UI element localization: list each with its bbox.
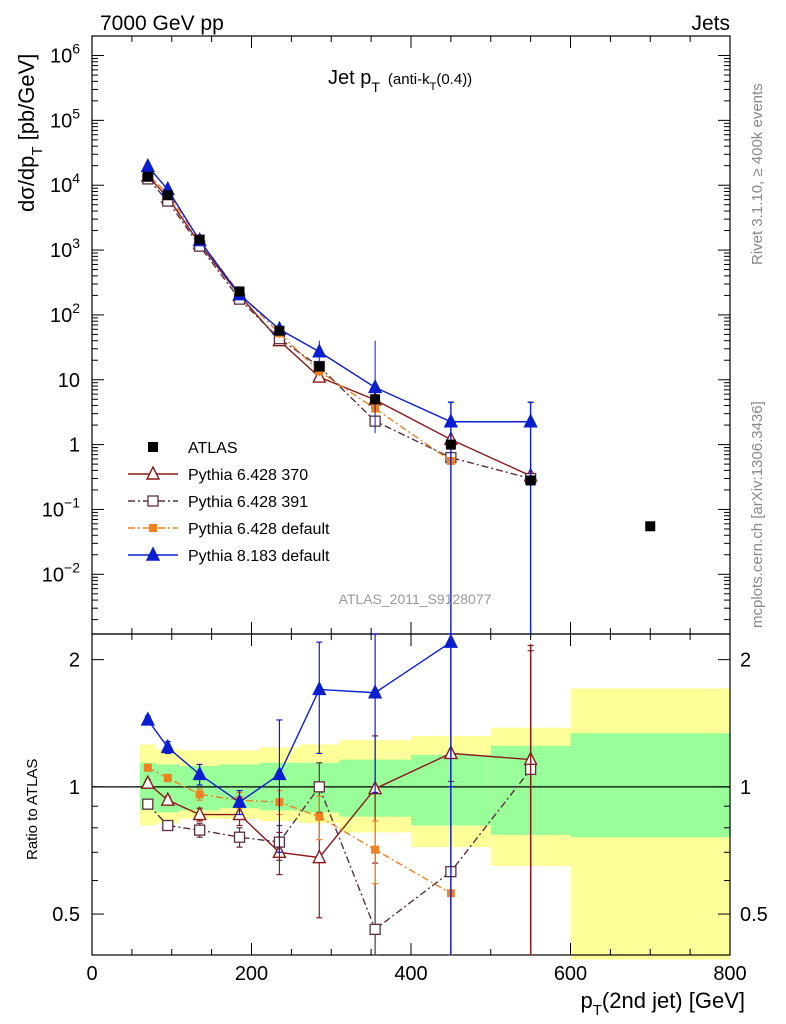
header-right: Jets bbox=[691, 12, 730, 35]
y-tick-label: 103 bbox=[50, 235, 80, 262]
atlas-series bbox=[142, 171, 656, 532]
mcplots-label: mcplots.cern.ch [arXiv:1306.3436] bbox=[749, 401, 766, 628]
ratio-line-1 bbox=[147, 768, 532, 931]
band-green-1 bbox=[155, 764, 180, 813]
ratio-point-3 bbox=[232, 793, 247, 808]
ratio-point-2 bbox=[163, 773, 172, 782]
atlas-point bbox=[234, 286, 245, 297]
ratio-bands bbox=[139, 688, 730, 960]
y-tick-label: 105 bbox=[50, 105, 80, 132]
ratio-y-label: Ratio to ATLAS bbox=[24, 759, 41, 860]
series-line-0 bbox=[147, 175, 531, 477]
ratio-point-2 bbox=[143, 763, 152, 772]
ratio-point-0 bbox=[312, 849, 327, 864]
ratio-point-3 bbox=[312, 680, 327, 696]
ratio-point-2 bbox=[371, 845, 380, 854]
atlas-point bbox=[314, 361, 325, 372]
legend-label-3: Pythia 6.428 default bbox=[188, 521, 330, 538]
y-tick-label: 10−1 bbox=[42, 494, 80, 521]
legend-label-2: Pythia 6.428 391 bbox=[188, 494, 308, 511]
legend-label-4: Pythia 8.183 default bbox=[188, 548, 330, 565]
y-tick-label: 10−2 bbox=[42, 559, 80, 586]
ratio-point-3 bbox=[272, 765, 287, 781]
ratio-point-1 bbox=[162, 819, 174, 832]
y-tick-label: 106 bbox=[50, 41, 80, 68]
ratio-tick-label-right: 0.5 bbox=[740, 904, 768, 926]
y-tick-label: 102 bbox=[50, 300, 80, 327]
axis-ticks: 0 200 400 600 80010610510410310210110−110−20… bbox=[42, 35, 768, 985]
ratio-point-2 bbox=[195, 790, 204, 799]
ratio-point-0 bbox=[160, 791, 175, 806]
x-tick-label-600: 600 bbox=[554, 963, 587, 985]
series-group bbox=[140, 157, 656, 956]
ratio-tick-label-left: 1 bbox=[69, 777, 80, 799]
ratio-point-3 bbox=[160, 738, 175, 754]
legend-marker-2 bbox=[147, 495, 159, 507]
legend-marker-0 bbox=[148, 442, 158, 452]
series-line-3 bbox=[147, 165, 531, 423]
series-point-3 bbox=[140, 157, 155, 173]
atlas-point bbox=[274, 325, 285, 336]
analysis-id: ATLAS_2011_S9128077 bbox=[339, 591, 492, 607]
ratio-point-1 bbox=[233, 831, 246, 843]
x-tick-label-0: 0 bbox=[86, 963, 97, 985]
atlas-point bbox=[370, 394, 381, 405]
series-line-1 bbox=[147, 178, 531, 480]
legend-marker-1 bbox=[145, 465, 161, 480]
plot-title: Jet pT (anti-kT(0.4)) bbox=[328, 67, 472, 95]
ratio-point-0 bbox=[140, 774, 155, 789]
y-tick-label: 1 bbox=[69, 435, 80, 457]
atlas-point bbox=[525, 475, 536, 486]
ratio-point-3 bbox=[192, 765, 207, 781]
ratio-point-3 bbox=[367, 684, 383, 699]
legend-marker-4 bbox=[145, 546, 161, 561]
ratio-point-1 bbox=[142, 798, 154, 810]
atlas-point bbox=[162, 190, 173, 201]
x-tick-label-800: 800 bbox=[713, 963, 746, 985]
band-green-9 bbox=[570, 733, 730, 838]
series-line-2 bbox=[147, 173, 452, 462]
ratio-point-3 bbox=[140, 711, 155, 726]
legend-label-0: ATLAS bbox=[188, 440, 238, 457]
legend-marker-3 bbox=[149, 524, 157, 532]
atlas-point bbox=[645, 521, 656, 532]
legend-label-1: Pythia 6.428 370 bbox=[188, 467, 308, 484]
ratio-point-1 bbox=[369, 923, 381, 936]
legend: ATLAS Pythia 6.428 370 Pythia 6.428 391 Pyt… bbox=[128, 440, 330, 565]
rivet-label: Rivet 3.1.10, ≥ 400k events bbox=[749, 83, 766, 265]
ratio-tick-label-left: 0.5 bbox=[52, 904, 80, 926]
ratio-point-0 bbox=[192, 805, 207, 821]
ratio-tick-label-right: 2 bbox=[740, 650, 751, 672]
ratio-point-2 bbox=[315, 812, 324, 821]
main-plot-frame bbox=[91, 35, 731, 635]
header-left: 7000 GeV pp bbox=[100, 12, 224, 35]
ratio-tick-label-left: 2 bbox=[69, 650, 80, 672]
x-tick-label-400: 400 bbox=[394, 963, 427, 985]
ratio-point-1 bbox=[313, 781, 325, 793]
ratio-tick-label-right: 1 bbox=[740, 777, 751, 799]
atlas-point bbox=[194, 234, 205, 245]
atlas-point bbox=[142, 171, 153, 182]
x-axis-label: pT(2nd jet) [GeV] bbox=[581, 988, 746, 1019]
y-axis-label: dσ/dpT[pb/GeV] bbox=[14, 54, 46, 212]
ratio-point-1 bbox=[194, 824, 206, 836]
y-tick-label: 104 bbox=[50, 170, 80, 197]
y-tick-label: 10 bbox=[58, 370, 80, 392]
x-tick-label-200: 200 bbox=[235, 963, 268, 985]
atlas-point bbox=[445, 439, 456, 450]
